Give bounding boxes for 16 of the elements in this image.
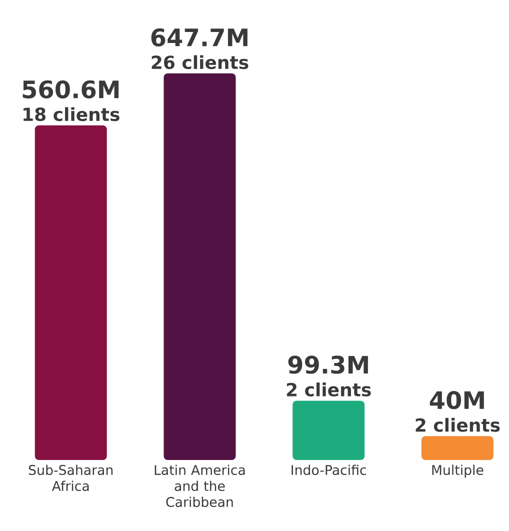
data-label: 99.3M — [288, 356, 368, 374]
annotation: 26 clients — [152, 55, 248, 70]
x-tick-label: Indo-Pacific — [292, 464, 366, 476]
annotation: 2 clients — [286, 382, 371, 396]
x-tick-label: Sub-Saharan Africa — [28, 464, 113, 492]
bar — [292, 400, 365, 460]
annotation: 18 clients — [24, 107, 120, 122]
bar — [421, 436, 494, 460]
data-label: 560.6M — [22, 80, 119, 98]
bar — [34, 125, 107, 460]
bar — [164, 73, 236, 460]
annotation: 2 clients — [416, 418, 500, 432]
data-label: 40M — [430, 391, 484, 410]
data-label: 647.7M — [151, 28, 248, 46]
x-tick-label: Multiple — [432, 464, 484, 478]
x-tick-label: Latin America and the Caribbean — [154, 464, 245, 508]
